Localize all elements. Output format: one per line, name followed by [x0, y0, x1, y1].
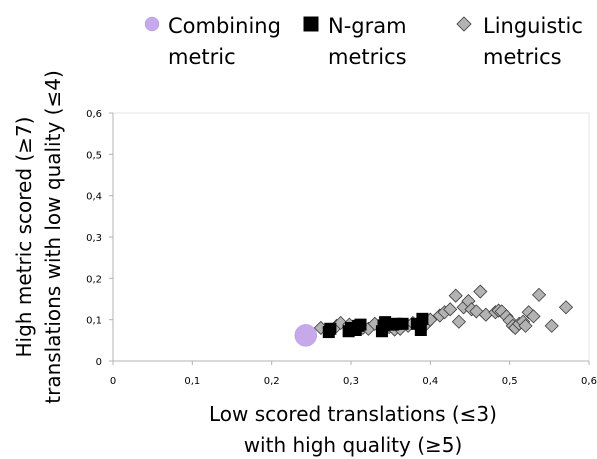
- data-point: [354, 318, 367, 331]
- legend-label: metrics: [328, 45, 407, 69]
- x-axis-title: Low scored translations (≤3) with high qu…: [209, 402, 497, 457]
- legend: Combining metric N-gram metrics Linguistic me…: [144, 14, 583, 69]
- x-tick-label: 0,3: [343, 376, 359, 387]
- x-tick-label: 0,5: [502, 376, 518, 387]
- y-tick-label: 0,6: [86, 109, 102, 120]
- legend-marker: [456, 16, 472, 32]
- plot-area: 0 0,1 0,2 0,3 0,4 0,5 0,6 0 0,1 0,2 0,3 0,4 0,5 0,6: [86, 109, 597, 387]
- legend-label: Combining: [168, 14, 281, 38]
- y-axis-title: High metric scored (≥7) translations with…: [12, 70, 65, 403]
- y-tick-label: 0,2: [86, 274, 102, 285]
- legend-marker: [303, 16, 319, 32]
- data-point: [544, 318, 559, 333]
- legend-marker: [144, 16, 160, 32]
- x-axis-title-line: Low scored translations (≤3): [209, 402, 497, 426]
- x-tick-label: 0,4: [422, 376, 438, 387]
- data-point: [324, 322, 337, 335]
- y-axis-title-line: translations with low quality (≤4): [41, 70, 65, 403]
- data-point: [473, 284, 488, 299]
- legend-label: N-gram: [328, 14, 407, 38]
- y-tick-label: 0: [96, 357, 102, 368]
- data-point: [443, 302, 458, 317]
- data-point: [414, 324, 427, 336]
- y-tick-label: 0,1: [86, 316, 102, 327]
- data-point: [526, 309, 541, 324]
- x-tick-label: 0,2: [264, 376, 280, 387]
- x-tick-label: 0,6: [581, 376, 597, 387]
- legend-item: N-gram metrics: [303, 14, 407, 69]
- legend-item: Linguistic metrics: [456, 14, 583, 69]
- x-axis-title-line: with high quality (≥5): [244, 433, 463, 457]
- y-tick-label: 0,5: [86, 150, 102, 161]
- data-point: [396, 317, 409, 330]
- series-square: [322, 312, 429, 339]
- data-point: [518, 318, 533, 333]
- data-point: [451, 314, 466, 329]
- data-point: [448, 288, 463, 303]
- data-point: [294, 324, 318, 347]
- y-tick-label: 0,4: [86, 192, 102, 203]
- legend-label: metrics: [483, 45, 562, 69]
- y-axis-title-group: High metric scored (≥7) translations with…: [12, 70, 65, 403]
- legend-label: metric: [168, 45, 236, 69]
- y-axis-title-line: High metric scored (≥7): [12, 117, 36, 358]
- series-circle: [294, 324, 318, 347]
- data-point: [416, 312, 429, 325]
- x-tick-label: 0,1: [184, 376, 200, 387]
- legend-item: Combining metric: [144, 14, 281, 69]
- legend-label: Linguistic: [483, 14, 583, 38]
- data-point: [558, 300, 574, 315]
- data-point: [531, 287, 547, 302]
- y-tick-label: 0,3: [86, 233, 102, 244]
- x-tick-label: 0: [110, 376, 116, 387]
